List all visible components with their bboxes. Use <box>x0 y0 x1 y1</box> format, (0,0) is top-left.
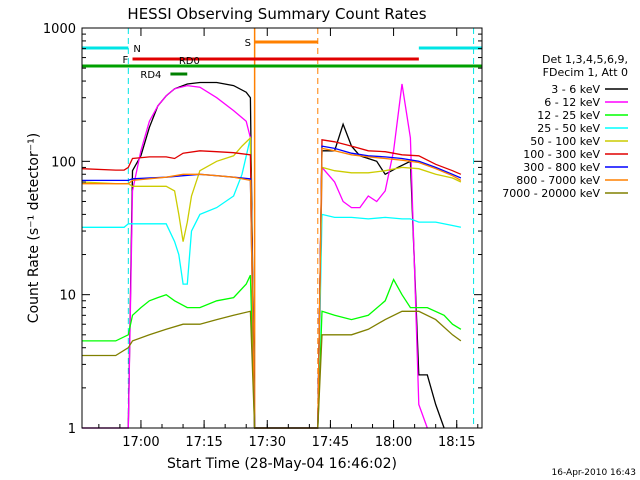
y-axis-label: Count Rate (s⁻¹ detector⁻¹) <box>26 133 42 323</box>
legend-label: 50 - 100 keV <box>530 135 600 148</box>
legend-label: 7000 - 20000 keV <box>502 187 600 200</box>
series-line-5 <box>81 139 462 429</box>
legend-header-line: Det 1,3,4,5,6,9, <box>542 53 628 66</box>
x-axis: 17:00 17:15 17:30 17:45 18:00 18:15 <box>98 28 479 450</box>
y-tick-label: 1 <box>68 422 76 437</box>
x-axis-label: Start Time (28-May-04 16:46:02) <box>167 456 397 472</box>
y-axis: 1 10 100 1000 <box>43 22 482 437</box>
x-tick-label: 17:45 <box>312 435 349 450</box>
legend-label: 25 - 50 keV <box>537 122 600 135</box>
x-tick-label: 18:15 <box>438 435 475 450</box>
flag-label-RD0: RD0 <box>179 56 200 67</box>
chart-title: HESSI Observing Summary Count Rates <box>127 5 426 23</box>
series-line-0 <box>82 81 445 429</box>
series-line-4 <box>81 136 462 429</box>
x-tick-label: 17:15 <box>185 435 222 450</box>
legend-label: 800 - 7000 keV <box>516 174 600 187</box>
legend-label: 3 - 6 keV <box>551 83 600 96</box>
footer-timestamp: 16-Apr-2010 16:43 <box>552 468 636 478</box>
y-tick-label: 100 <box>51 155 76 170</box>
legend: Det 1,3,4,5,6,9,FDecim 1, Att 0 3 - 6 keV… <box>502 53 628 200</box>
flag-label-F: F <box>123 55 129 66</box>
x-tick-label: 17:30 <box>249 435 286 450</box>
y-tick-label: 1000 <box>43 22 76 37</box>
plot-frame <box>81 27 483 429</box>
legend-header-line: FDecim 1, Att 0 <box>543 66 628 79</box>
series-line-2 <box>82 274 462 429</box>
flag-label-N: N <box>133 44 140 55</box>
flag-label-S: S <box>245 38 251 49</box>
x-tick-label: 17:00 <box>122 435 159 450</box>
x-tick-label: 18:00 <box>375 435 412 450</box>
flag-label-RD4: RD4 <box>140 70 161 81</box>
y-tick-label: 10 <box>59 289 76 304</box>
legend-label: 6 - 12 keV <box>544 96 600 109</box>
legend-label: 300 - 800 keV <box>523 161 600 174</box>
legend-label: 100 - 300 keV <box>523 148 600 161</box>
series-line-3 <box>82 137 462 429</box>
legend-label: 12 - 25 keV <box>537 109 600 122</box>
